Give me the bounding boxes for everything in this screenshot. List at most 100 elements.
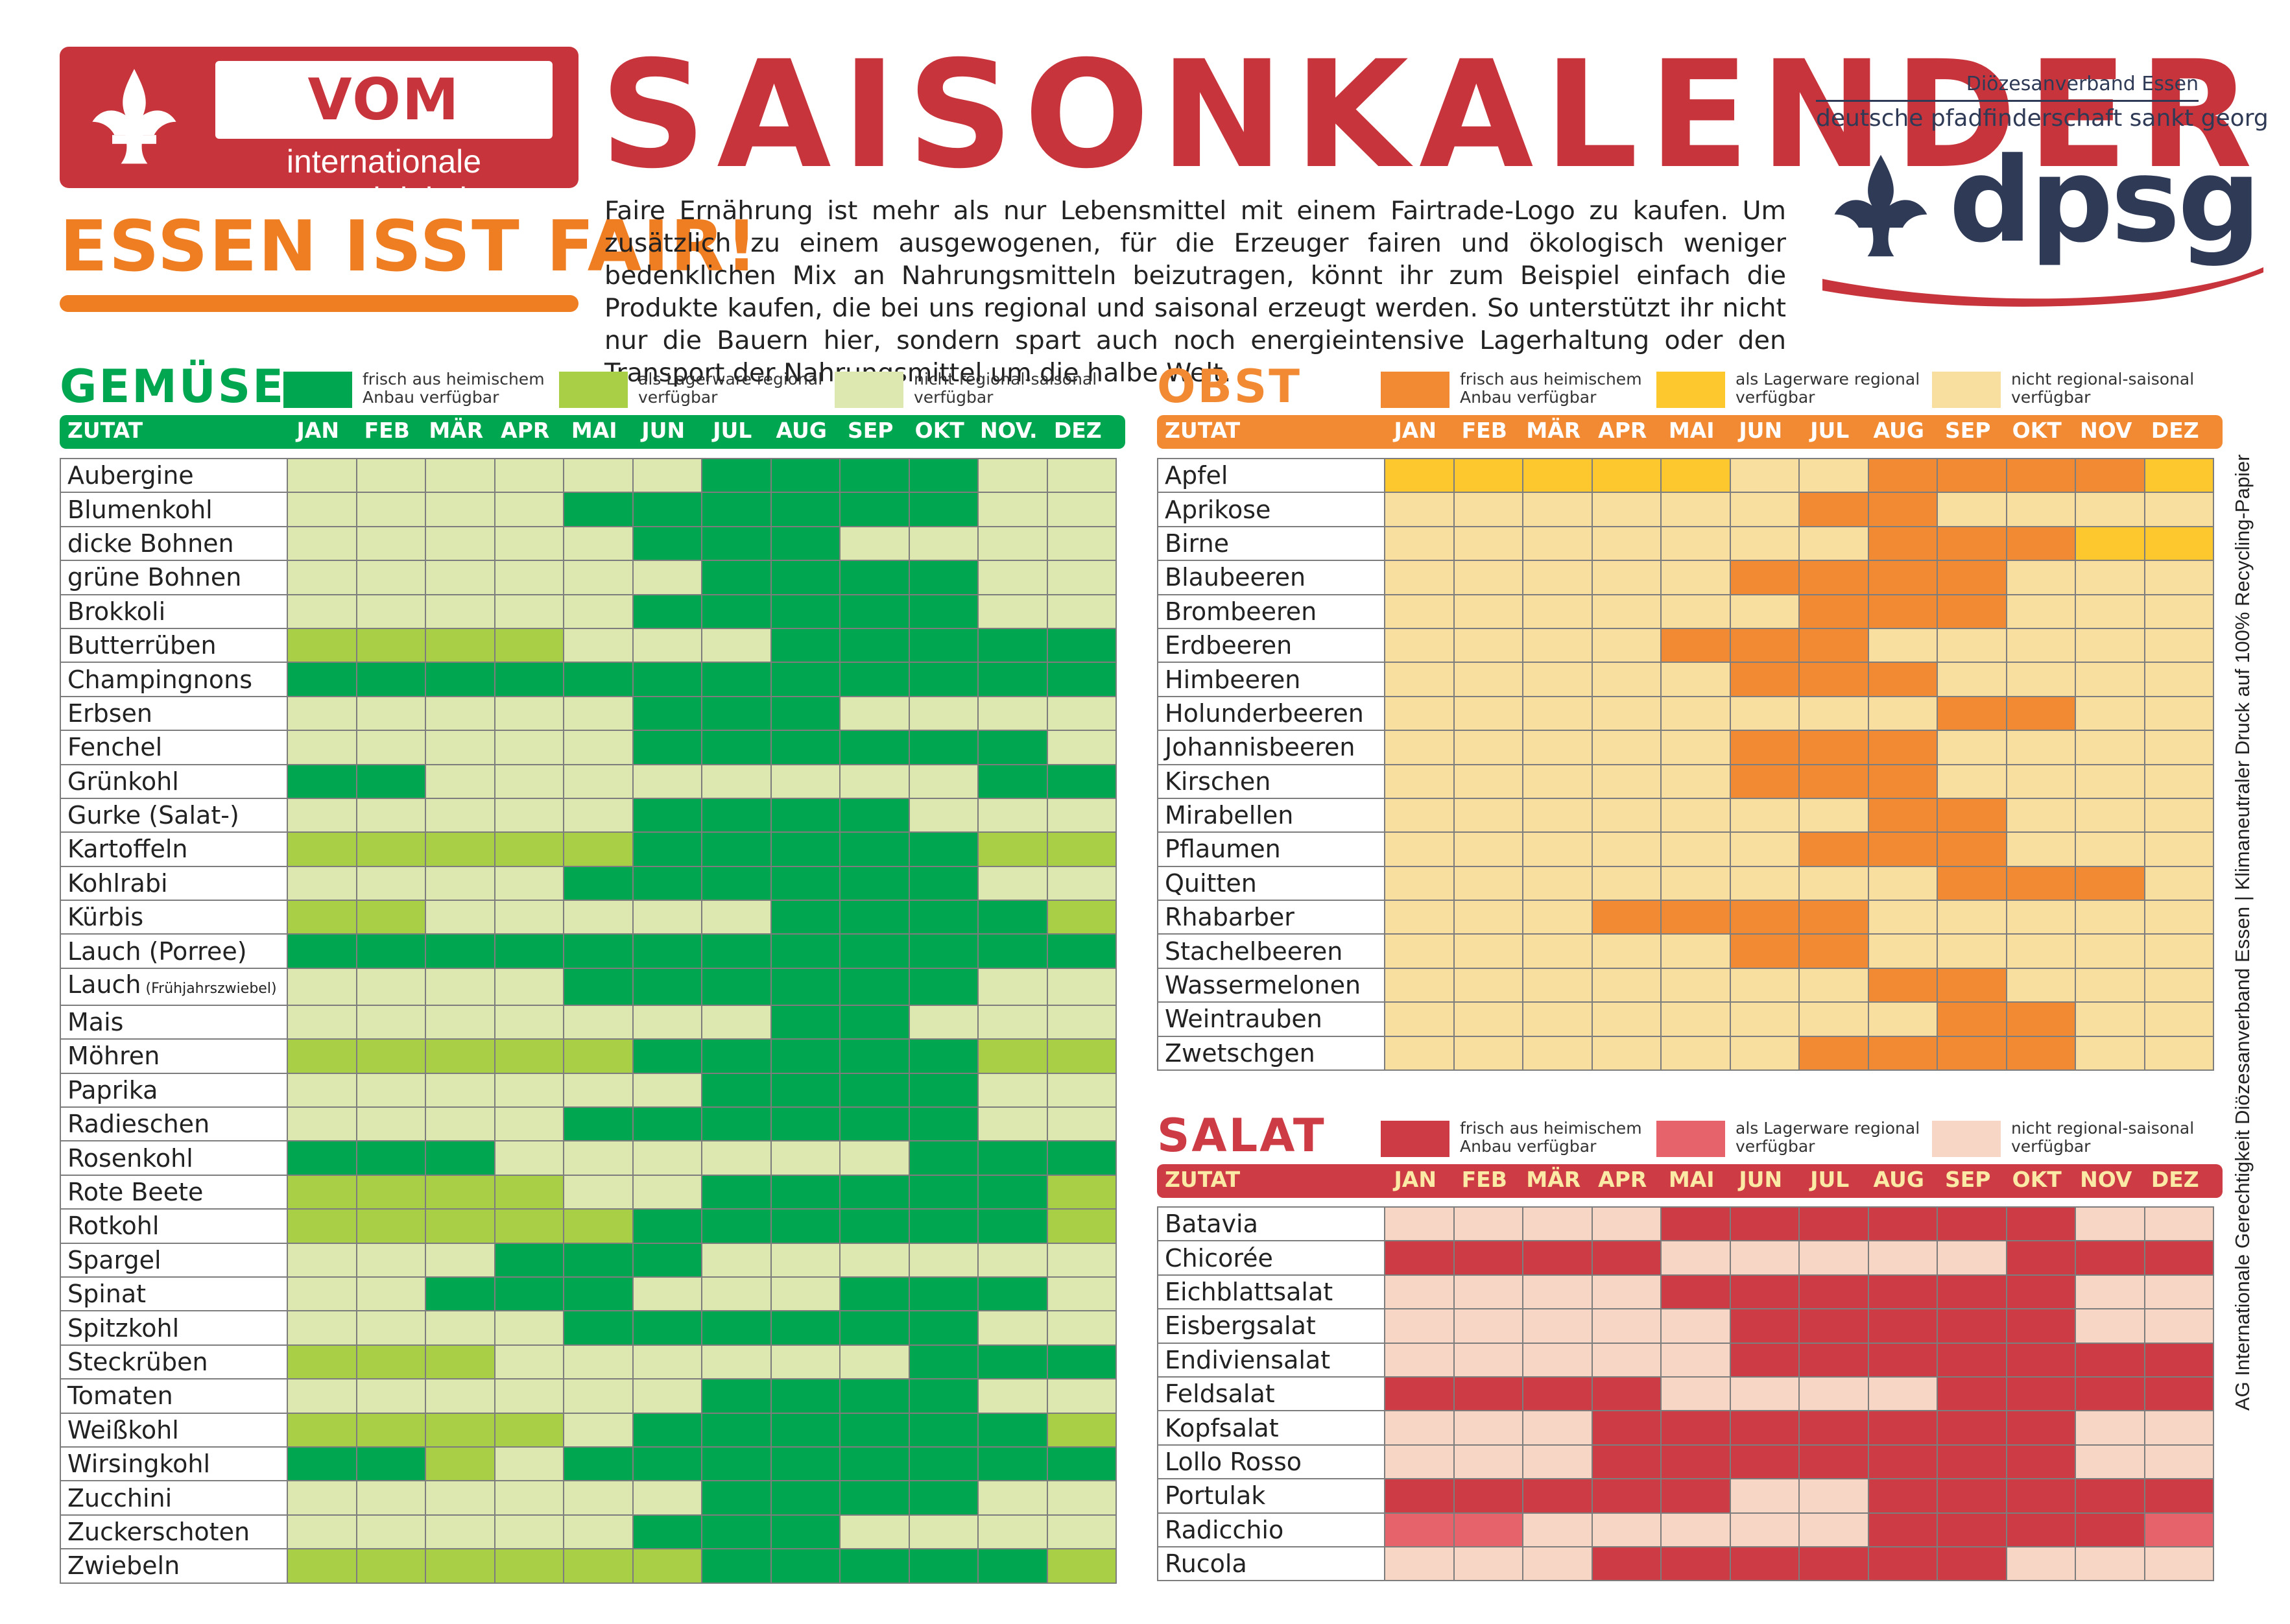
table-row: Champingnons [60, 662, 1117, 697]
slogan: ESSEN ISST FAIR! [60, 206, 759, 287]
month-cell [2143, 593, 2214, 629]
month-cell [2005, 1001, 2076, 1037]
month-label: FEB [1461, 1167, 1507, 1192]
month-cell [425, 1106, 495, 1142]
month-cell [1453, 457, 1523, 494]
month-cell [1046, 1446, 1117, 1482]
month-cell [494, 560, 564, 595]
month-cell [425, 593, 495, 629]
month-cell [1384, 1001, 1455, 1037]
month-cell [2143, 1478, 2214, 1514]
month-cell [977, 1004, 1048, 1040]
table-row: Tomaten [60, 1378, 1117, 1414]
month-cell [1729, 1478, 1800, 1514]
month-cell [1591, 662, 1662, 697]
month-cell [839, 1242, 910, 1278]
month-label: JUN [1739, 418, 1783, 443]
month-cell [2075, 865, 2145, 902]
month-cell [632, 457, 702, 494]
month-cell [1867, 560, 1938, 595]
month-cell [425, 1446, 495, 1482]
month-cell [701, 797, 772, 833]
month-cell [1937, 763, 2007, 799]
month-cell [355, 730, 426, 765]
month-cell [2005, 933, 2076, 969]
table-row: Kartoffeln [60, 831, 1117, 867]
month-cell [2143, 1376, 2214, 1412]
table-row: Spinat [60, 1276, 1117, 1312]
month-cell [1591, 1376, 1662, 1412]
month-label: AUG [776, 418, 827, 443]
month-cell [1729, 662, 1800, 697]
month-cell [1046, 865, 1117, 902]
month-cell [2075, 730, 2145, 765]
month-cell [1522, 627, 1593, 663]
month-cell [1522, 797, 1593, 833]
red-swoosh-decoration [1822, 267, 2263, 307]
month-cell [1453, 1512, 1523, 1547]
month-cell [1798, 967, 1869, 1003]
month-cell [1660, 560, 1731, 595]
month-cell [977, 797, 1048, 833]
month-cell [1522, 1546, 1593, 1582]
month-cell [563, 662, 634, 697]
legend-none: nicht regional-saisonal verfügbar [1932, 1119, 2204, 1157]
month-cell [770, 1038, 841, 1074]
side-note: AG Internationale Gerechtigkeit Diözesan… [2231, 454, 2254, 1411]
table-row: Rote Beete [60, 1174, 1117, 1210]
ingredient-name: Erdbeeren [1157, 627, 1385, 663]
month-label: DEZ [2151, 418, 2199, 443]
month-cell [425, 457, 495, 494]
legend-swatch [1932, 372, 2001, 408]
table-row: Mais [60, 1004, 1117, 1040]
month-cell [1591, 457, 1662, 494]
month-cell [563, 967, 634, 1006]
month-cell [1384, 1444, 1455, 1480]
month-cell [1384, 933, 1455, 969]
month-label: JUN [1739, 1167, 1783, 1192]
ingredient-name: Pflaumen [1157, 831, 1385, 867]
month-cell [2005, 1342, 2076, 1378]
month-cell [1046, 627, 1117, 663]
ingredient-name: grüne Bohnen [60, 560, 288, 595]
table-row: Aubergine [60, 457, 1117, 494]
month-cell [908, 1310, 979, 1346]
table-row: Holunderbeeren [1157, 695, 2214, 732]
month-cell [770, 593, 841, 629]
month-cell [1798, 1444, 1869, 1480]
month-cell [1660, 1001, 1731, 1037]
month-cell [1591, 492, 1662, 527]
month-cell [977, 1412, 1048, 1448]
month-cell [632, 1344, 702, 1380]
month-cell [2005, 662, 2076, 697]
month-cell [425, 1344, 495, 1380]
month-cell [1046, 560, 1117, 595]
month-cell [632, 1480, 702, 1516]
month-cell [425, 525, 495, 562]
month-cell [494, 492, 564, 527]
month-cell [839, 1412, 910, 1448]
month-cell [2075, 593, 2145, 629]
month-label: JUL [1810, 418, 1850, 443]
month-cell [632, 627, 702, 663]
ingredient-name: Butterrüben [60, 627, 288, 663]
month-cell [2143, 525, 2214, 562]
month-cell [2143, 1206, 2214, 1242]
month-cell [1867, 1342, 1938, 1378]
month-cell [1591, 1240, 1662, 1276]
month-cell [494, 933, 564, 969]
ingredient-name: Himbeeren [1157, 662, 1385, 697]
month-cell [1453, 695, 1523, 732]
table-row: Zuckerschoten [60, 1514, 1117, 1550]
month-cell [1937, 1308, 2007, 1344]
ingredient-name: Birne [1157, 525, 1385, 562]
month-cell [908, 797, 979, 833]
month-cell [701, 1480, 772, 1516]
table-row: dicke Bohnen [60, 525, 1117, 562]
month-cell [701, 593, 772, 629]
month-cell [701, 831, 772, 867]
month-cell [1522, 1512, 1593, 1547]
table-row: Portulak [1157, 1478, 2214, 1514]
month-cell [1384, 695, 1455, 732]
month-cell [1660, 900, 1731, 935]
